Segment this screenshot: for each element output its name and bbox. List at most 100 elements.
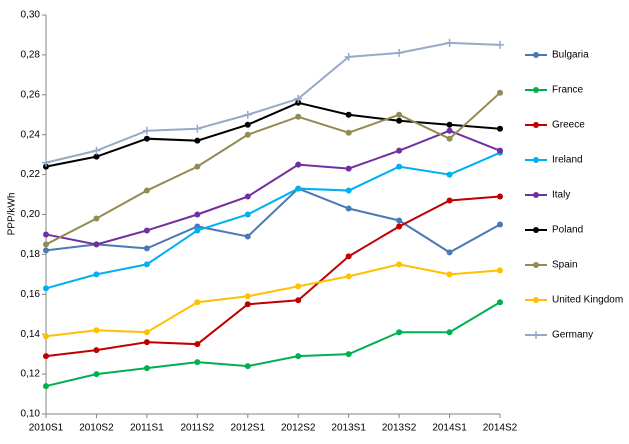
y-tick-label: 0,26	[21, 89, 41, 100]
legend-label: United Kingdom	[552, 295, 623, 306]
x-tick-label: 2011S1	[130, 423, 164, 434]
y-axis-label: PPP/kWh	[7, 193, 18, 236]
point	[345, 273, 352, 280]
point	[43, 241, 49, 248]
point	[244, 293, 251, 300]
point	[244, 301, 251, 308]
point	[345, 351, 352, 358]
series-line	[45, 101, 501, 168]
point	[345, 129, 352, 136]
point	[446, 135, 453, 142]
legend-marker	[533, 192, 539, 198]
point	[396, 217, 403, 224]
legend-marker	[533, 122, 539, 128]
point	[244, 211, 251, 218]
point	[396, 117, 403, 124]
point	[396, 111, 403, 118]
series-line	[45, 195, 501, 358]
legend-label: Greece	[552, 120, 585, 131]
legend-label: Italy	[552, 190, 570, 201]
point	[345, 111, 352, 118]
point	[295, 113, 302, 120]
legend-marker	[533, 297, 539, 303]
point	[446, 249, 453, 256]
point	[446, 271, 453, 278]
point	[93, 327, 100, 334]
point	[143, 135, 150, 142]
point	[446, 197, 453, 204]
point	[295, 297, 302, 304]
point	[396, 163, 403, 170]
y-tick-label: 0,14	[21, 329, 41, 340]
point	[294, 94, 303, 103]
point	[396, 329, 403, 336]
point	[92, 146, 101, 155]
x-tick-label: 2013S1	[331, 423, 366, 434]
point	[244, 121, 251, 128]
point	[496, 40, 504, 49]
point	[446, 121, 453, 128]
point	[345, 165, 352, 172]
legend-marker	[532, 331, 540, 339]
point	[142, 126, 151, 135]
point	[194, 211, 201, 218]
point	[243, 110, 252, 119]
point	[497, 193, 503, 200]
point	[295, 353, 302, 360]
y-tick-label: 0,30	[21, 10, 41, 21]
point	[396, 223, 403, 230]
point	[194, 163, 201, 170]
point	[497, 267, 503, 274]
legend-marker	[533, 227, 539, 233]
x-tick-label: 2014S1	[432, 423, 467, 434]
point	[345, 205, 352, 212]
point	[93, 271, 100, 278]
point	[43, 285, 49, 292]
point	[193, 124, 202, 133]
point	[143, 329, 150, 336]
legend-marker	[533, 87, 539, 93]
point	[446, 171, 453, 178]
point	[344, 52, 353, 61]
point	[143, 261, 150, 268]
y-tick-label: 0,10	[21, 409, 41, 420]
point	[396, 261, 403, 268]
point	[497, 89, 503, 96]
legend-label: Ireland	[552, 155, 583, 166]
point	[446, 329, 453, 336]
point	[143, 339, 150, 346]
legend-marker	[533, 262, 539, 268]
point	[244, 193, 251, 200]
series-line	[45, 187, 501, 254]
point	[295, 161, 302, 168]
x-tick-label: 2014S2	[483, 423, 518, 434]
point	[396, 147, 403, 154]
x-tick-label: 2013S2	[382, 423, 417, 434]
point	[497, 147, 503, 154]
point	[497, 299, 503, 306]
point	[43, 353, 49, 360]
point	[93, 347, 100, 354]
point	[497, 125, 503, 132]
legend-marker	[533, 52, 539, 58]
point	[244, 131, 251, 138]
legend-label: Bulgaria	[552, 50, 589, 61]
point	[244, 363, 251, 370]
y-tick-label: 0,28	[21, 50, 41, 61]
series-line	[45, 41, 501, 164]
x-tick-label: 2011S2	[180, 423, 214, 434]
point	[345, 187, 352, 194]
point	[143, 245, 150, 252]
legend-label: Poland	[552, 225, 583, 236]
series-line	[45, 129, 501, 246]
point	[143, 365, 150, 372]
y-tick-label: 0,22	[21, 169, 41, 180]
point	[43, 247, 49, 254]
point	[43, 231, 49, 238]
point	[42, 158, 50, 167]
point	[194, 341, 201, 348]
x-tick-label: 2010S2	[79, 423, 114, 434]
series-line	[45, 263, 501, 338]
series-line	[45, 92, 501, 246]
